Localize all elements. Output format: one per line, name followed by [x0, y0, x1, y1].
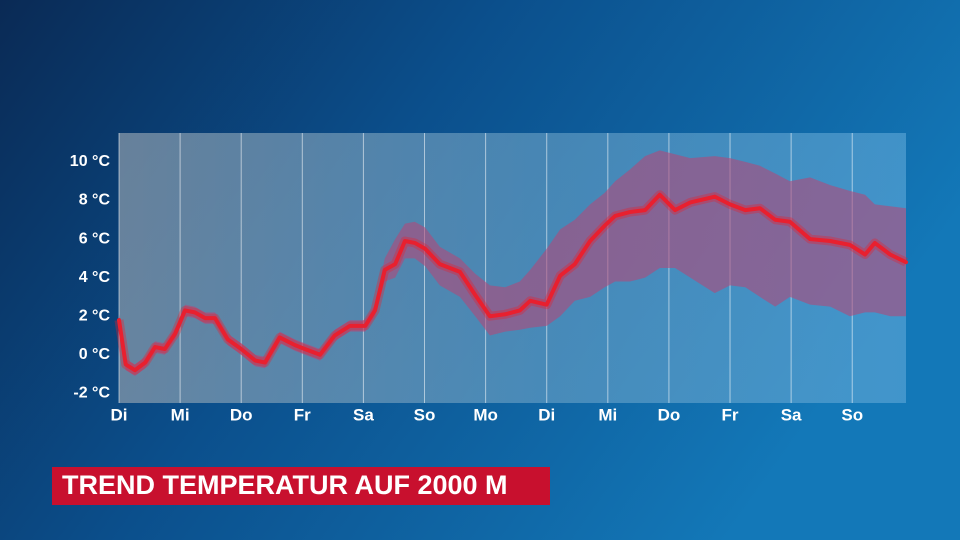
y-tick-label: 2 °C	[79, 307, 111, 324]
y-tick-label: 4 °C	[79, 269, 111, 286]
title-box	[52, 467, 550, 505]
line	[117, 192, 908, 373]
x-tick-label: Di	[538, 405, 555, 424]
y-tick-label: -2 °C	[73, 385, 110, 402]
y-tick-label: 8 °C	[79, 192, 111, 209]
x-tick-label: Do	[230, 405, 253, 424]
y-tick-label: 0 °C	[79, 346, 111, 363]
x-tick-label: Fr	[722, 405, 739, 424]
range-band	[119, 150, 906, 376]
x-tick-label: Mi	[171, 405, 190, 424]
x-tick-label: Mi	[598, 405, 617, 424]
x-tick-label: Sa	[781, 405, 802, 424]
x-tick-label: Do	[658, 405, 681, 424]
x-tick-label: So	[841, 405, 863, 424]
y-tick-label: 6 °C	[79, 230, 111, 247]
chart-title: TREND TEMPERATUR AUF 2000 M	[62, 470, 508, 500]
y-tick-label: 10 °C	[70, 153, 111, 170]
x-tick-label: Di	[111, 405, 128, 424]
x-tick-label: Mo	[473, 405, 498, 424]
x-tick-label: So	[414, 405, 436, 424]
x-tick-label: Sa	[353, 405, 374, 424]
x-tick-label: Fr	[294, 405, 311, 424]
